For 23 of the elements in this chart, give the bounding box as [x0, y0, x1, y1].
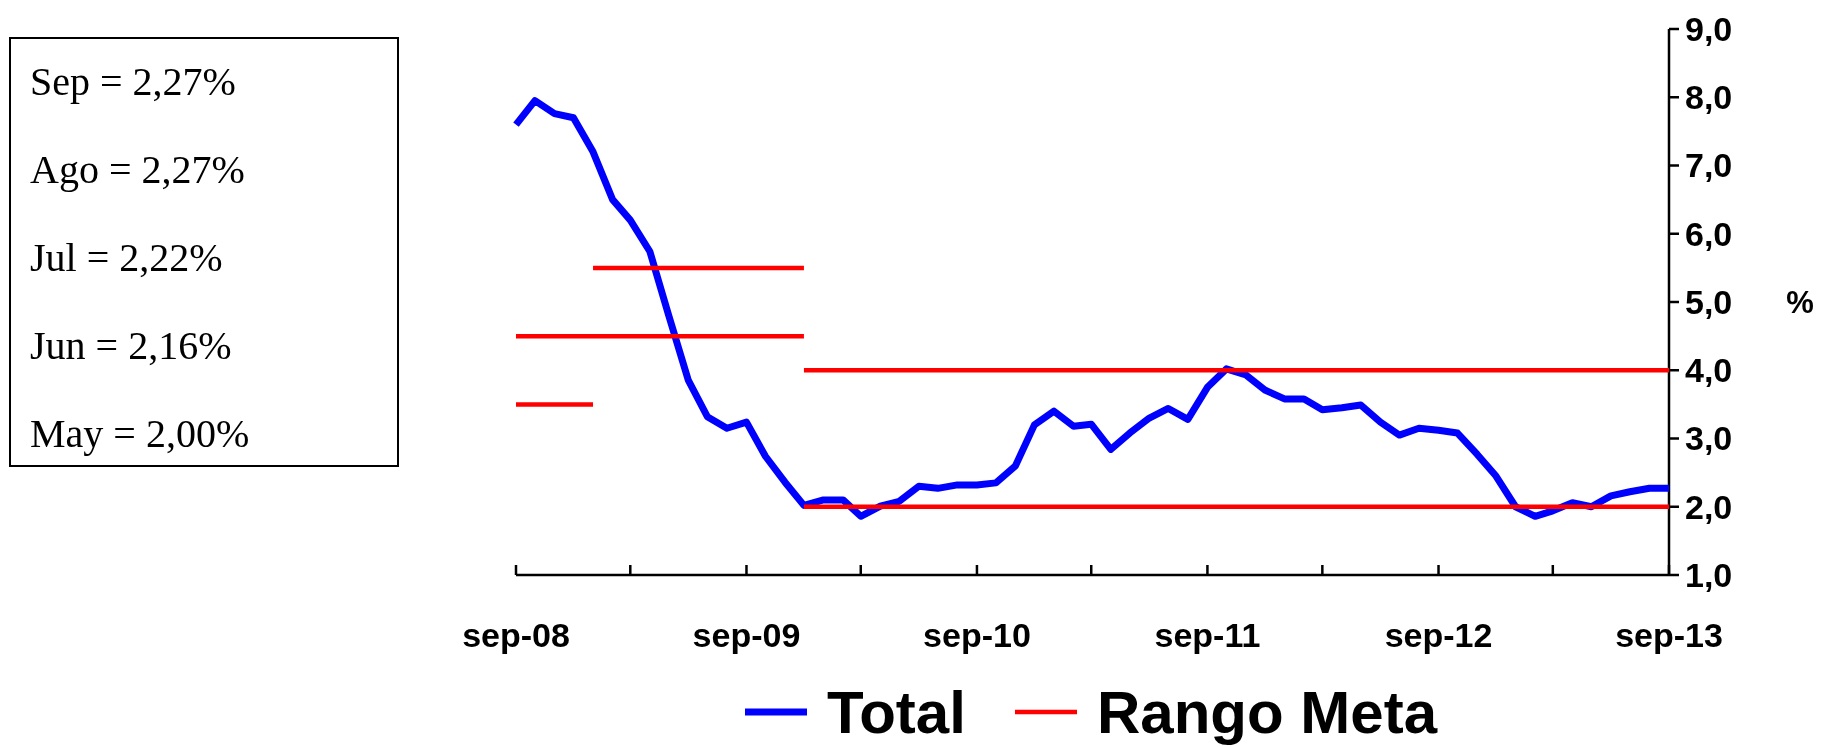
y-tick-label: 4,0: [1685, 351, 1733, 390]
x-tick-label: sep-08: [462, 616, 570, 654]
y-tick-label: 8,0: [1685, 78, 1733, 117]
text: Jul = 2,22%: [30, 235, 223, 280]
legend-label: Total: [827, 679, 966, 746]
legend-label: Rango Meta: [1097, 679, 1438, 746]
y-tick-label: 9,0: [1685, 9, 1733, 48]
y-axis-title: %: [1786, 284, 1814, 320]
y-tick-label: 2,0: [1685, 487, 1733, 526]
y-tick-label: 3,0: [1685, 419, 1733, 458]
y-tick-label: 5,0: [1685, 282, 1733, 321]
y-tick-label: 1,0: [1685, 555, 1733, 594]
text: May = 2,00%: [30, 411, 250, 456]
x-tick-label: sep-10: [923, 616, 1031, 654]
text: Ago = 2,27%: [30, 147, 245, 192]
text: Jun = 2,16%: [30, 323, 232, 368]
text: Sep = 2,27%: [30, 59, 236, 104]
x-tick-label: sep-13: [1615, 616, 1723, 654]
y-tick-label: 7,0: [1685, 146, 1733, 185]
x-tick-label: sep-12: [1384, 616, 1493, 654]
y-tick-label: 6,0: [1685, 214, 1733, 253]
x-tick-label: sep-09: [692, 616, 801, 654]
x-tick-label: sep-11: [1154, 616, 1261, 654]
